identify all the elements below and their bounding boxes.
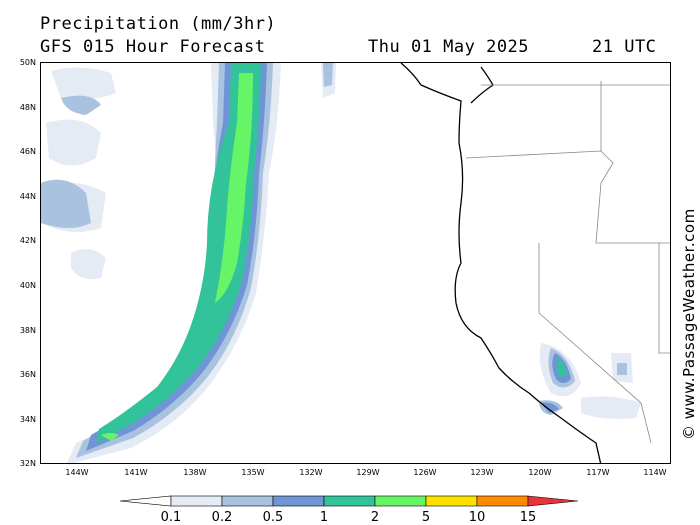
legend-segment [323,495,376,507]
lon-label: 141W [124,468,148,477]
lat-label: 32N [19,459,36,468]
map-title: Precipitation (mm/3hr) [40,14,277,34]
lat-label: 44N [19,192,36,201]
map-subtitle: GFS 015 Hour Forecast [40,37,266,57]
legend-label: 10 [468,510,486,525]
precip-very-heavy-areas [96,63,567,443]
legend-segment [476,495,529,507]
legend-label: 0.5 [262,510,284,525]
lon-label: 135W [241,468,265,477]
lon-label: 129W [356,468,380,477]
lat-label: 38N [19,326,36,335]
lon-label: 144W [65,468,89,477]
lat-label: 34N [19,415,36,424]
precip-intense-areas [101,73,253,441]
legend-label: 2 [370,510,380,525]
lon-label: 120W [528,468,552,477]
map-canvas [41,63,670,463]
lat-label: 42N [19,236,36,245]
legend-segment [170,495,223,507]
credit-text: © www.PassageWeather.com [680,208,698,440]
lon-label: 132W [299,468,323,477]
forecast-time: 21 UTC [592,37,657,57]
coastline [400,63,602,463]
state-borders [465,81,670,444]
legend-label: 5 [421,510,431,525]
precipitation-map [40,62,671,464]
lon-label: 117W [586,468,610,477]
lon-label: 138W [183,468,207,477]
legend-label: 0.2 [211,510,233,525]
legend-segment [374,495,427,507]
legend-segment [425,495,478,507]
lat-label: 36N [19,370,36,379]
lat-label: 46N [19,147,36,156]
lat-label: 50N [19,58,36,67]
legend-segment [272,495,325,507]
forecast-date: Thu 01 May 2025 [368,37,530,57]
legend-label: 1 [319,510,329,525]
legend-label: 15 [519,510,537,525]
lon-label: 126W [413,468,437,477]
lat-label: 48N [19,103,36,112]
lon-label: 123W [470,468,494,477]
legend-segment [119,495,172,507]
lon-label: 114W [643,468,667,477]
legend-segment [527,495,579,507]
legend-label: 0.1 [160,510,182,525]
legend-segment [221,495,274,507]
legend-colorbar [119,495,579,507]
lat-label: 40N [19,281,36,290]
